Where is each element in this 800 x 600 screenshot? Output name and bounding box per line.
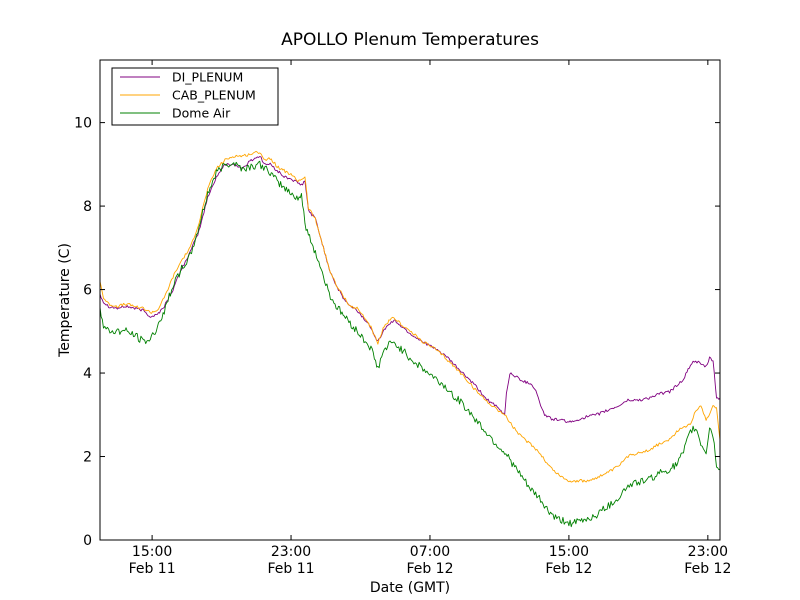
x-tick-label-date: Feb 12	[684, 561, 731, 577]
x-tick-label-time: 07:00	[410, 544, 450, 560]
x-tick-label-date: Feb 11	[268, 561, 315, 577]
chart-title: APOLLO Plenum Temperatures	[281, 30, 539, 50]
series-line-di-plenum	[99, 156, 721, 423]
legend: DI_PLENUM CAB_PLENUM Dome Air	[111, 67, 279, 126]
y-axis-label: Temperature (C)	[57, 243, 73, 358]
legend-label: CAB_PLENUM	[172, 88, 256, 103]
x-tick-label-date: Feb 12	[406, 561, 453, 577]
x-tick-label-time: 15:00	[132, 544, 172, 560]
legend-items: DI_PLENUM CAB_PLENUM Dome Air	[120, 70, 256, 121]
series-layer	[99, 150, 721, 528]
x-tick-label-date: Feb 11	[129, 561, 176, 577]
y-tick-label: 0	[83, 533, 92, 549]
x-tick-label-time: 23:00	[688, 544, 728, 560]
y-tick-label: 8	[83, 199, 92, 215]
legend-label: Dome Air	[172, 106, 231, 121]
series-line-dome-air	[99, 160, 721, 528]
y-tick-label: 2	[83, 450, 92, 466]
x-axis-label: Date (GMT)	[370, 580, 450, 596]
series-line-cab-plenum	[99, 150, 721, 483]
x-tick-label-time: 15:00	[549, 544, 589, 560]
y-tick-label: 10	[74, 116, 92, 132]
legend-box	[111, 67, 279, 126]
x-tick-label-date: Feb 12	[545, 561, 592, 577]
x-tick-label-time: 23:00	[271, 544, 311, 560]
y-tick-label: 4	[83, 366, 92, 382]
plot-frame	[99, 59, 721, 541]
legend-label: DI_PLENUM	[172, 70, 243, 85]
y-tick-label: 6	[83, 283, 92, 299]
